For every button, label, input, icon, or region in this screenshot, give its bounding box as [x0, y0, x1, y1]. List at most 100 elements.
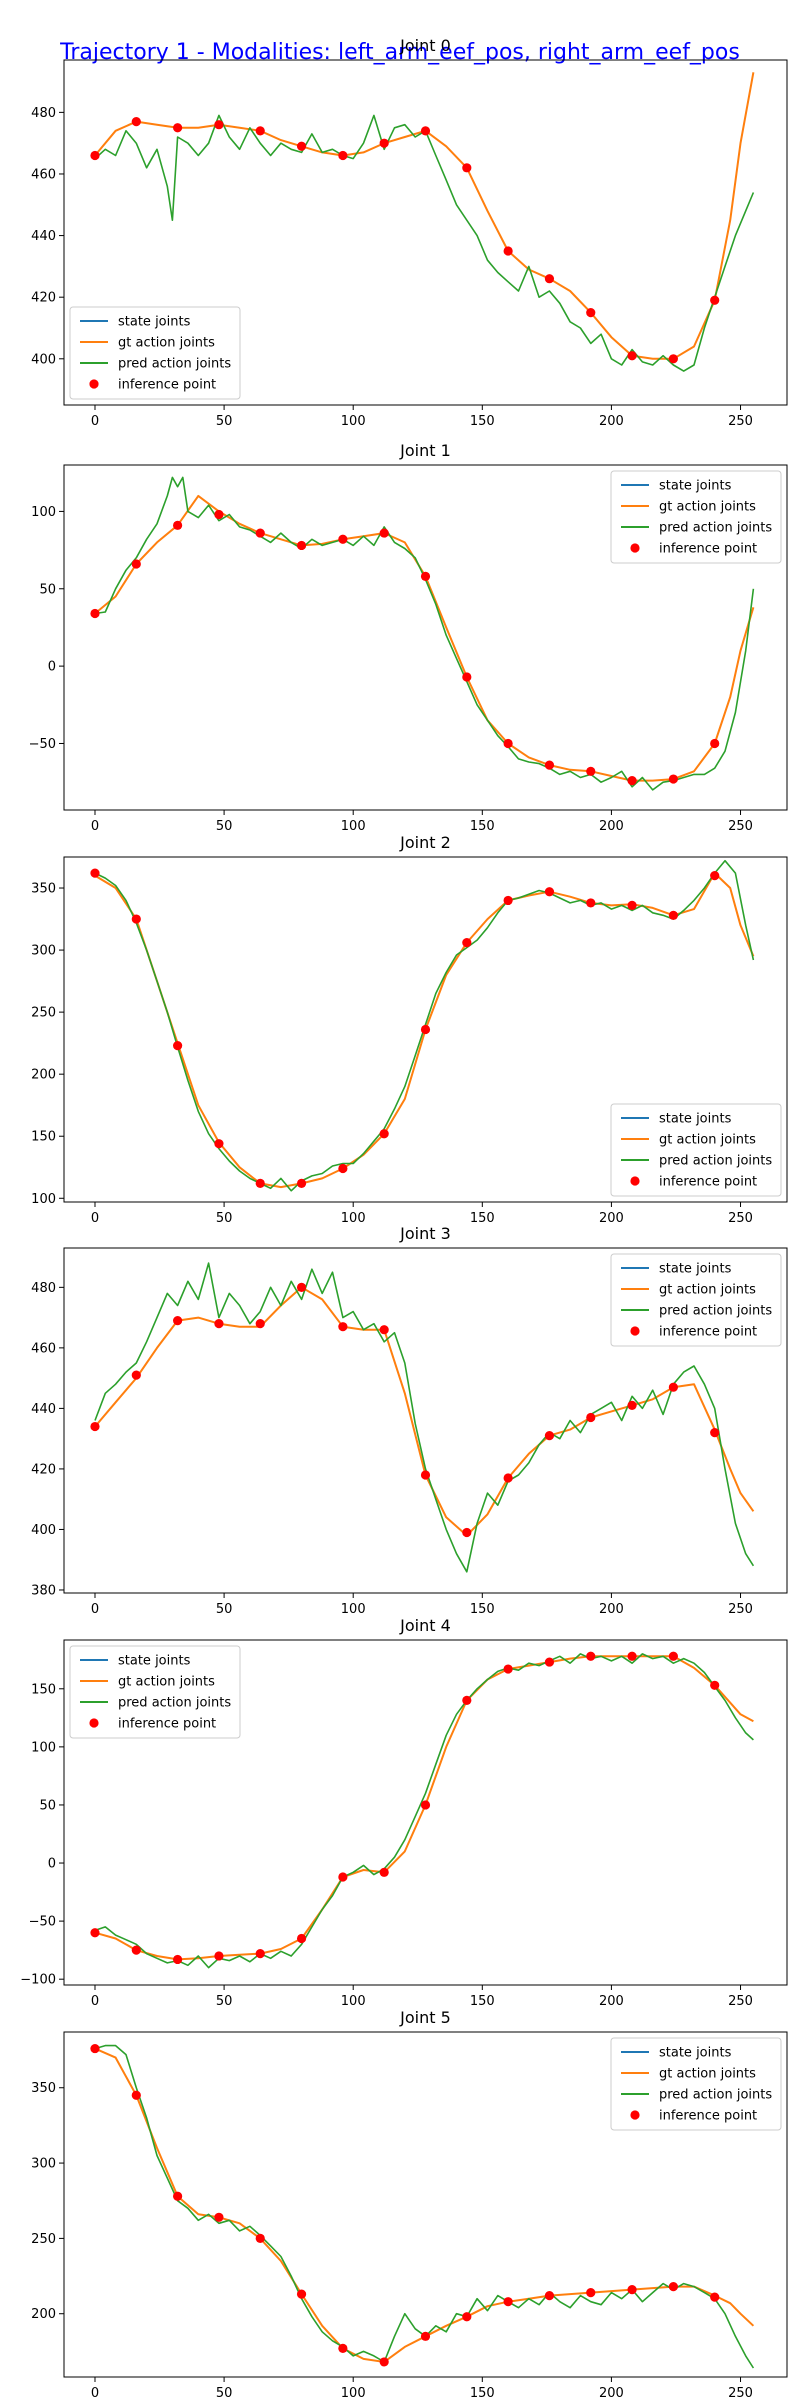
inference-point	[503, 895, 513, 906]
inference-point	[710, 1680, 720, 1690]
inference-point	[379, 1129, 389, 1139]
inference-point	[668, 1382, 678, 1392]
x-tick-label: 150	[470, 2386, 495, 2400]
y-tick-label: 350	[31, 882, 56, 897]
inference-point	[338, 2343, 348, 2353]
x-tick-label: 200	[599, 819, 624, 834]
x-tick-label: 50	[216, 1994, 233, 2009]
inference-point	[503, 1473, 513, 1483]
legend-box	[610, 1253, 782, 1347]
x-tick-label: 250	[728, 414, 753, 429]
legend-label: gt action joints	[659, 1133, 756, 1148]
x-tick-label: 200	[599, 1994, 624, 2009]
y-tick-label: 250	[31, 1006, 56, 1021]
legend-label: state joints	[659, 1262, 732, 1277]
inference-point	[173, 1954, 183, 1965]
legend-label: inference point	[659, 542, 757, 557]
inference-point	[255, 528, 265, 538]
inference-point	[627, 900, 637, 910]
gt-action-line	[94, 1286, 755, 1537]
inference-point	[214, 1951, 224, 1961]
x-tick-label: 200	[599, 1602, 624, 1617]
y-tick-label: −50	[29, 737, 56, 752]
inference-point	[90, 608, 100, 619]
chart-title: Joint 4	[399, 1616, 451, 1635]
legend-marker	[630, 1176, 640, 1186]
y-tick-label: 460	[31, 1341, 56, 1356]
y-tick-label: 300	[31, 2157, 56, 2172]
x-tick-label: 250	[728, 1602, 753, 1617]
inference-point	[586, 766, 596, 776]
inference-point	[379, 2357, 389, 2367]
x-tick-label: 150	[470, 819, 495, 834]
inference-point	[296, 141, 307, 151]
y-tick-label: 480	[31, 1281, 56, 1296]
x-tick-label: 200	[599, 414, 624, 429]
inference-point	[255, 2233, 265, 2243]
inference-point	[627, 1400, 637, 1410]
inference-point	[627, 776, 637, 786]
legend-label: state joints	[118, 315, 191, 330]
inference-point	[296, 1282, 307, 1292]
x-tick-label: 100	[341, 819, 366, 834]
y-tick-label: 380	[31, 1583, 56, 1598]
x-tick-label: 100	[341, 1211, 366, 1226]
inference-point	[379, 1325, 389, 1335]
inference-point	[544, 1431, 555, 1441]
legend-label: state joints	[659, 479, 732, 494]
legend-label: gt action joints	[659, 500, 756, 515]
inference-point	[503, 246, 513, 256]
legend-label: inference point	[659, 1175, 757, 1190]
inference-point	[131, 2090, 141, 2100]
x-tick-label: 0	[91, 2386, 99, 2400]
legend-label: state joints	[659, 2046, 732, 2061]
y-tick-label: 100	[31, 1192, 56, 1207]
y-tick-label: 420	[31, 291, 56, 306]
inference-point	[627, 1651, 637, 1661]
inference-point	[296, 1933, 307, 1944]
x-tick-label: 150	[470, 1211, 495, 1226]
y-tick-label: 100	[31, 505, 56, 520]
axes-frame	[63, 856, 788, 1203]
gt-action-line	[94, 872, 755, 1189]
inference-point	[544, 887, 555, 897]
legend-label: inference point	[118, 378, 216, 393]
axes-frame	[63, 1639, 788, 1986]
x-tick-label: 250	[728, 1994, 753, 2009]
legend-label: pred action joints	[659, 1304, 772, 1319]
inference-point	[420, 1800, 431, 1810]
legend-label: gt action joints	[118, 1675, 215, 1690]
chart-title: Joint 0	[399, 36, 451, 55]
legend-marker	[89, 379, 99, 389]
inference-point	[586, 307, 596, 318]
inference-point	[710, 1428, 720, 1438]
y-tick-label: 300	[31, 944, 56, 959]
y-tick-label: 200	[31, 1068, 56, 1083]
pred-action-line	[94, 476, 755, 791]
y-tick-label: 440	[31, 1402, 56, 1417]
inference-point	[255, 1319, 265, 1329]
x-tick-label: 100	[341, 1602, 366, 1617]
inference-point	[338, 1163, 348, 1174]
inference-point	[544, 274, 555, 284]
legend: state joints gt action joints pred action …	[69, 306, 241, 400]
y-tick-label: 150	[31, 1682, 56, 1697]
inference-point	[586, 898, 596, 908]
inference-point	[420, 2331, 431, 2341]
y-tick-label: 150	[31, 1130, 56, 1145]
inference-point	[173, 1316, 183, 1326]
chart-panel-0: Joint 0 0 50 100 150 200 250 400 420 440 460 480 sta…	[31, 36, 788, 429]
inference-point	[173, 520, 183, 530]
gt-action-line	[94, 2047, 755, 2363]
legend-label: pred action joints	[659, 1154, 772, 1169]
x-tick-label: 250	[728, 1211, 753, 1226]
legend-box	[69, 1645, 241, 1739]
inference-point	[214, 2212, 224, 2222]
chart-title: Joint 3	[399, 1224, 451, 1243]
inference-point	[420, 1024, 431, 1035]
y-tick-label: 50	[39, 1798, 56, 1813]
inference-point	[544, 2291, 555, 2301]
inference-point	[214, 1319, 224, 1329]
x-tick-label: 50	[216, 1211, 233, 1226]
